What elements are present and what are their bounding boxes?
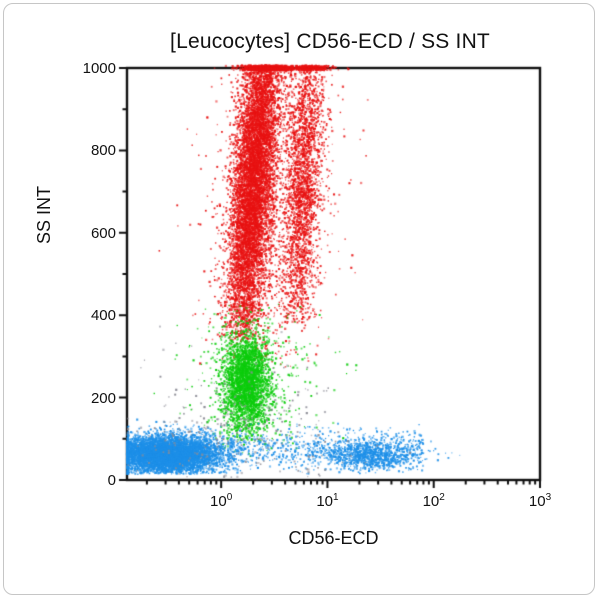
y-axis-label: SS INT — [34, 186, 54, 245]
y-tick-label: 600 — [90, 224, 116, 242]
x-tick-label: 100 — [210, 492, 233, 510]
x-tick-label: 102 — [422, 492, 445, 510]
x-tick-label: 101 — [316, 492, 339, 510]
y-tick-label: 1000 — [82, 60, 116, 77]
y-tick-label: 800 — [90, 142, 116, 160]
y-tick-label: 0 — [107, 472, 116, 489]
y-tick-label: 400 — [90, 307, 116, 325]
x-axis-label: CD56-ECD — [288, 528, 379, 548]
y-tick-label: 200 — [90, 389, 116, 407]
x-tick-label: 103 — [528, 492, 552, 510]
plot-title: [Leucocytes] CD56-ECD / SS INT — [170, 30, 490, 53]
